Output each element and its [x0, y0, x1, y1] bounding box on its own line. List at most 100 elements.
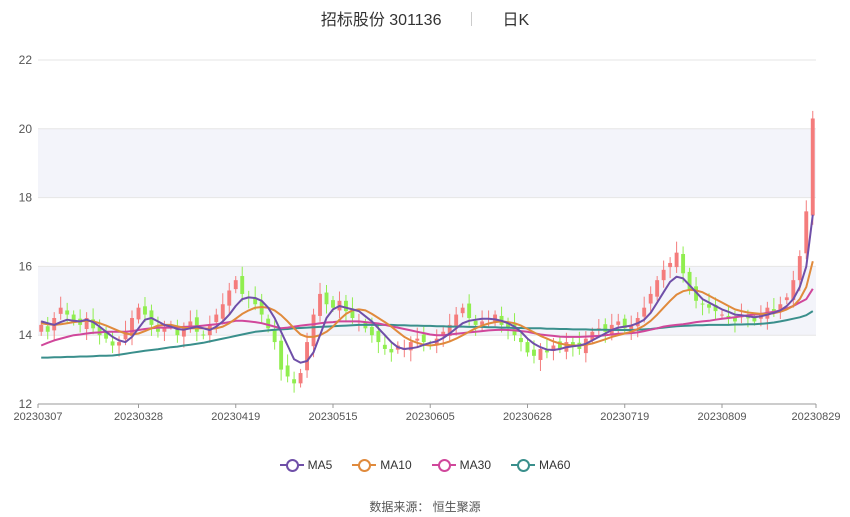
candle-body — [726, 315, 731, 318]
candle-body — [58, 307, 63, 314]
stock-name-code: 招标股份 301136 — [320, 12, 442, 29]
x-tick-label: 20230829 — [792, 411, 841, 423]
candle-body — [376, 331, 381, 343]
candle-body — [804, 211, 809, 254]
candle-body — [648, 293, 653, 304]
y-tick-label: 18 — [19, 191, 33, 205]
candle-body — [771, 309, 776, 312]
candle-body — [622, 318, 627, 329]
candle-body — [181, 328, 186, 337]
candle-body — [441, 331, 446, 336]
candle-body — [454, 314, 459, 327]
x-tick-label: 20230515 — [309, 411, 358, 423]
candle-body — [603, 324, 608, 332]
x-tick-label: 20230809 — [698, 411, 747, 423]
candle-body — [668, 262, 673, 268]
candle-body — [421, 334, 426, 343]
legend-swatch-ma60 — [511, 458, 536, 472]
candle-body — [350, 308, 355, 318]
candle-body — [681, 254, 686, 274]
candle-body — [519, 337, 523, 343]
data-source: 数据来源： 恒生聚源 — [0, 498, 850, 515]
x-tick-label: 20230328 — [114, 411, 163, 423]
candle-body — [642, 307, 647, 317]
candle-body — [473, 320, 478, 325]
candle-body — [266, 318, 271, 329]
candle-body — [467, 303, 472, 318]
candle-body — [227, 290, 232, 306]
candle-body — [45, 326, 50, 332]
candle-body — [305, 342, 310, 371]
legend-item-ma5[interactable]: MA5 — [279, 458, 333, 472]
grid-band — [38, 128, 816, 198]
candle-body — [382, 344, 387, 349]
candle-body — [175, 329, 180, 336]
legend-item-ma10[interactable]: MA10 — [352, 458, 412, 472]
candle-body — [117, 342, 121, 346]
candle-body — [233, 280, 238, 290]
candle-body — [687, 271, 692, 291]
candle-body — [551, 345, 556, 352]
candle-body — [713, 304, 718, 312]
data-source-label: 数据来源： — [369, 500, 430, 514]
legend-swatch-ma30 — [431, 458, 456, 472]
candle-body — [272, 329, 277, 343]
candle-body — [720, 314, 724, 316]
chart-title: 招标股份 301136 日K — [0, 6, 850, 30]
candle-body — [506, 323, 510, 329]
x-tick-label: 20230307 — [14, 411, 63, 423]
candle-body — [253, 297, 258, 305]
candle-body — [629, 324, 634, 333]
candle-body — [91, 319, 96, 329]
title-separator — [471, 12, 473, 26]
series-line-ma30 — [40, 288, 814, 347]
candle-body — [123, 331, 128, 340]
candle-body — [460, 307, 465, 314]
legend-item-ma60[interactable]: MA60 — [511, 458, 570, 472]
candle-body — [130, 318, 134, 336]
candle-body — [292, 379, 297, 384]
candle-body — [745, 317, 750, 319]
series-line-ma10 — [41, 260, 814, 347]
candle-body — [778, 304, 783, 310]
legend-label-ma60: MA60 — [539, 458, 571, 472]
candle-body — [324, 292, 329, 305]
candle-body — [791, 280, 796, 301]
candle-body — [143, 306, 147, 315]
candle-body — [65, 310, 70, 315]
candle-body — [493, 314, 498, 323]
candle-body — [110, 341, 115, 346]
candle-body — [408, 342, 413, 351]
series-line-ma60 — [41, 310, 814, 359]
candle-body — [538, 348, 543, 360]
candle-body — [415, 338, 420, 341]
candle-body — [279, 340, 284, 370]
candle-body — [797, 256, 802, 281]
y-tick-label: 12 — [19, 397, 33, 411]
candle-body — [240, 276, 245, 294]
candle-body — [810, 118, 815, 216]
candle-body — [318, 293, 322, 316]
y-tick-label: 16 — [19, 259, 33, 273]
candle-body — [84, 318, 89, 330]
legend-label-ma10: MA10 — [380, 458, 412, 472]
data-source-value: 恒生聚源 — [432, 500, 481, 514]
candle-body — [784, 297, 789, 301]
candle-body — [194, 317, 199, 332]
candle-body — [39, 324, 44, 332]
legend: MA5 MA10 MA30 MA60 — [0, 458, 850, 472]
candle-body — [311, 314, 316, 347]
candle-body — [389, 348, 394, 353]
candle-body — [557, 341, 562, 349]
candle-body — [570, 342, 575, 346]
candle-body — [104, 331, 109, 339]
legend-label-ma5: MA5 — [307, 458, 333, 472]
candle-body — [97, 326, 102, 336]
x-tick-label: 20230628 — [503, 411, 552, 423]
candle-body — [733, 316, 737, 322]
candle-body — [752, 318, 757, 322]
legend-item-ma30[interactable]: MA30 — [431, 458, 491, 472]
candle-body — [71, 314, 76, 322]
candle-body — [655, 280, 660, 297]
